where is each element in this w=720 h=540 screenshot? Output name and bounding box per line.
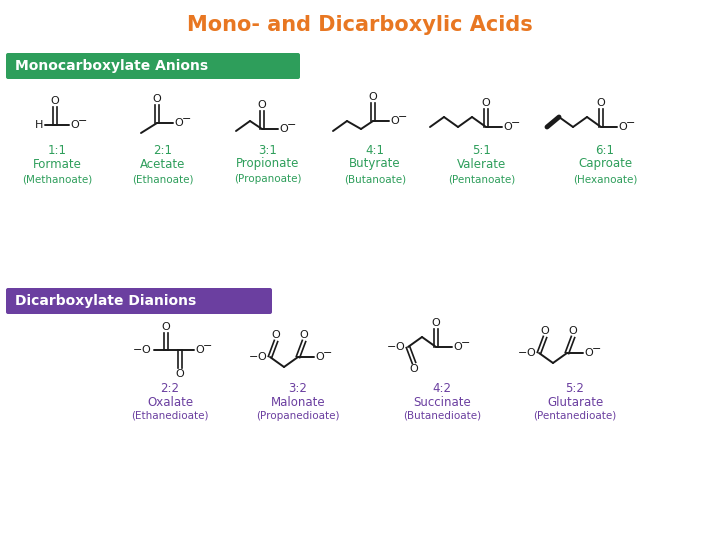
Text: Dicarboxylate Dianions: Dicarboxylate Dianions (15, 294, 197, 308)
Text: (Propanoate): (Propanoate) (234, 174, 302, 184)
Text: O: O (618, 122, 627, 132)
Text: −: − (203, 341, 212, 351)
Text: O: O (271, 330, 280, 340)
Text: Glutarate: Glutarate (547, 395, 603, 408)
Text: Monocarboxylate Anions: Monocarboxylate Anions (15, 59, 208, 73)
Text: −: − (249, 352, 258, 362)
Text: O: O (482, 98, 490, 108)
Text: O: O (153, 94, 161, 104)
Text: Butyrate: Butyrate (349, 158, 401, 171)
Text: −: − (287, 120, 297, 130)
Text: O: O (431, 318, 441, 328)
Text: (Pentanoate): (Pentanoate) (449, 174, 516, 184)
Text: (Pentanedioate): (Pentanedioate) (534, 411, 616, 421)
Text: (Ethanoate): (Ethanoate) (132, 174, 194, 184)
Text: Malonate: Malonate (271, 395, 325, 408)
Text: Valerate: Valerate (457, 158, 507, 171)
Text: 2:1: 2:1 (153, 144, 173, 157)
Text: O: O (541, 326, 549, 336)
Text: −: − (626, 118, 636, 128)
Text: 3:1: 3:1 (258, 144, 277, 157)
Text: O: O (369, 92, 377, 102)
Text: Propionate: Propionate (236, 158, 300, 171)
Text: H: H (35, 120, 43, 130)
Text: 2:2: 2:2 (161, 381, 179, 395)
Text: (Propanedioate): (Propanedioate) (256, 411, 340, 421)
Text: O: O (300, 330, 308, 340)
Text: O: O (597, 98, 606, 108)
Text: (Butanoate): (Butanoate) (344, 174, 406, 184)
Text: −: − (387, 342, 397, 352)
Text: O: O (161, 322, 171, 332)
Text: O: O (395, 342, 405, 352)
Text: −: − (182, 114, 192, 124)
Text: 4:2: 4:2 (433, 381, 451, 395)
Text: O: O (175, 118, 184, 128)
Text: −: − (398, 112, 408, 122)
Text: O: O (279, 124, 289, 134)
Text: O: O (315, 352, 325, 362)
Text: O: O (196, 345, 204, 355)
Text: −: − (323, 348, 333, 358)
Text: O: O (142, 345, 150, 355)
Text: 3:2: 3:2 (289, 381, 307, 395)
Text: Acetate: Acetate (140, 158, 186, 171)
FancyBboxPatch shape (6, 53, 300, 79)
Text: O: O (258, 352, 266, 362)
Text: O: O (50, 96, 59, 106)
Text: (Butanedioate): (Butanedioate) (403, 411, 481, 421)
Text: (Hexanoate): (Hexanoate) (573, 174, 637, 184)
Text: Succinate: Succinate (413, 395, 471, 408)
Text: 5:1: 5:1 (472, 144, 492, 157)
Text: O: O (585, 348, 593, 358)
Text: 5:2: 5:2 (566, 381, 585, 395)
Text: −: − (78, 116, 88, 126)
Text: (Methanoate): (Methanoate) (22, 174, 92, 184)
Text: −: − (518, 348, 528, 358)
Text: O: O (391, 116, 400, 126)
Text: O: O (569, 326, 577, 336)
Text: −: − (133, 345, 143, 355)
Text: −: − (593, 344, 602, 354)
FancyBboxPatch shape (6, 288, 272, 314)
Text: O: O (176, 369, 184, 379)
Text: O: O (258, 100, 266, 110)
Text: 4:1: 4:1 (366, 144, 384, 157)
Text: 6:1: 6:1 (595, 144, 614, 157)
Text: Oxalate: Oxalate (147, 395, 193, 408)
Text: −: − (511, 118, 521, 128)
Text: O: O (410, 364, 418, 374)
Text: O: O (71, 120, 79, 130)
Text: O: O (526, 348, 536, 358)
Text: −: − (462, 338, 471, 348)
Text: 1:1: 1:1 (48, 144, 66, 157)
Text: O: O (503, 122, 513, 132)
Text: (Ethanedioate): (Ethanedioate) (131, 411, 209, 421)
Text: Formate: Formate (32, 158, 81, 171)
Text: Mono- and Dicarboxylic Acids: Mono- and Dicarboxylic Acids (187, 15, 533, 35)
Text: Caproate: Caproate (578, 158, 632, 171)
Text: O: O (454, 342, 462, 352)
